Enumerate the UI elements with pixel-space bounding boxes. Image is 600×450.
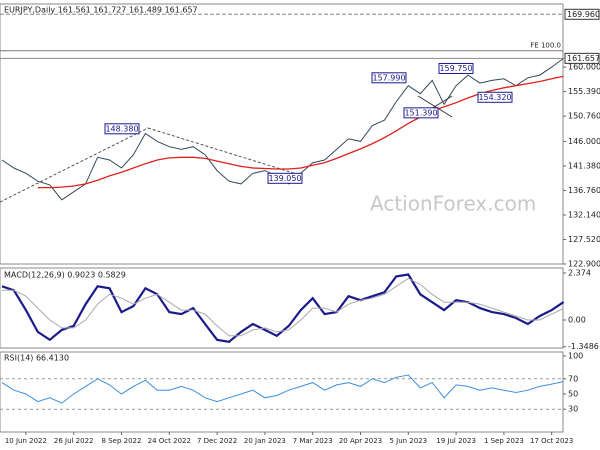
annotation-label: 139.050: [268, 174, 301, 183]
annotation-box: [104, 123, 140, 135]
series-line: [37, 75, 564, 189]
trend-line: [147, 127, 301, 176]
annotation-box: [438, 62, 474, 74]
x-tick-label: 24 Oct 2022: [148, 437, 191, 445]
y-tick-label: 122.900: [568, 260, 600, 269]
x-tick-label: 19 Jul 2023: [436, 437, 476, 445]
macd-title: MACD(12,26,9) 0.9023 0.5829: [4, 271, 126, 280]
x-tick-label: 10 Jun 2022: [5, 437, 47, 445]
annotation-label: 151.390: [404, 108, 437, 117]
y-tick-label: 70: [568, 374, 578, 383]
level-box: [564, 8, 600, 20]
annotation-label: 154.320: [478, 93, 511, 102]
watermark: ActionForex.com: [370, 192, 536, 216]
y-tick-label: 132.140: [568, 210, 600, 219]
y-tick-label: 136.760: [568, 186, 600, 195]
rsi-panel: [0, 351, 564, 433]
price-panel: [0, 3, 564, 265]
level-label: 169.960: [567, 10, 600, 19]
y-tick-label: 146.000: [568, 137, 600, 146]
annotation-label: 159.750: [439, 64, 472, 73]
x-tick-label: 1 Sep 2023: [484, 437, 524, 445]
rsi-title: RSI(14) 66.4130: [4, 354, 69, 363]
fe-label: FE 100.0: [530, 42, 561, 50]
y-tick-label: 0.00: [568, 316, 586, 325]
x-tick-label: 20 Apr 2023: [339, 437, 382, 445]
level-label: 161.657: [567, 54, 600, 63]
annotation-box: [403, 107, 439, 119]
annotation-label: 157.990: [372, 73, 405, 82]
y-tick-label: 141.380: [568, 161, 600, 170]
y-tick-label: 100: [568, 352, 583, 361]
price-title: EURJPY,Daily 161.561 161.727 161.489 161…: [4, 6, 198, 15]
annotation-box: [477, 91, 513, 103]
y-tick-label: 2.374: [568, 268, 591, 277]
y-tick-label: 150.760: [568, 112, 600, 121]
x-tick-label: 7 Mar 2023: [293, 437, 333, 445]
x-tick-label: 8 Sep 2022: [102, 437, 142, 445]
x-tick-label: 7 Dec 2022: [197, 437, 237, 445]
annotation-box: [371, 72, 407, 84]
annotation-box: [267, 172, 303, 184]
x-tick-label: 26 Jul 2022: [54, 437, 94, 445]
y-tick-label: 127.520: [568, 235, 600, 244]
y-tick-label: -1.3486: [568, 342, 599, 351]
x-tick-label: 5 Jun 2023: [389, 437, 427, 445]
y-tick-label: 30: [568, 405, 578, 414]
trend-line: [0, 127, 149, 203]
y-tick-label: 50: [568, 390, 578, 399]
y-tick-label: 160.000: [568, 63, 600, 72]
y-tick-label: 155.390: [568, 87, 600, 96]
x-tick-label: 17 Oct 2023: [530, 437, 573, 445]
series-line: [2, 277, 564, 337]
series-line: [1, 374, 564, 404]
macd-panel: [0, 267, 564, 349]
level-box: [564, 52, 600, 64]
annotation-label: 148.380: [105, 124, 138, 133]
x-tick-label: 20 Jan 2023: [244, 437, 286, 445]
